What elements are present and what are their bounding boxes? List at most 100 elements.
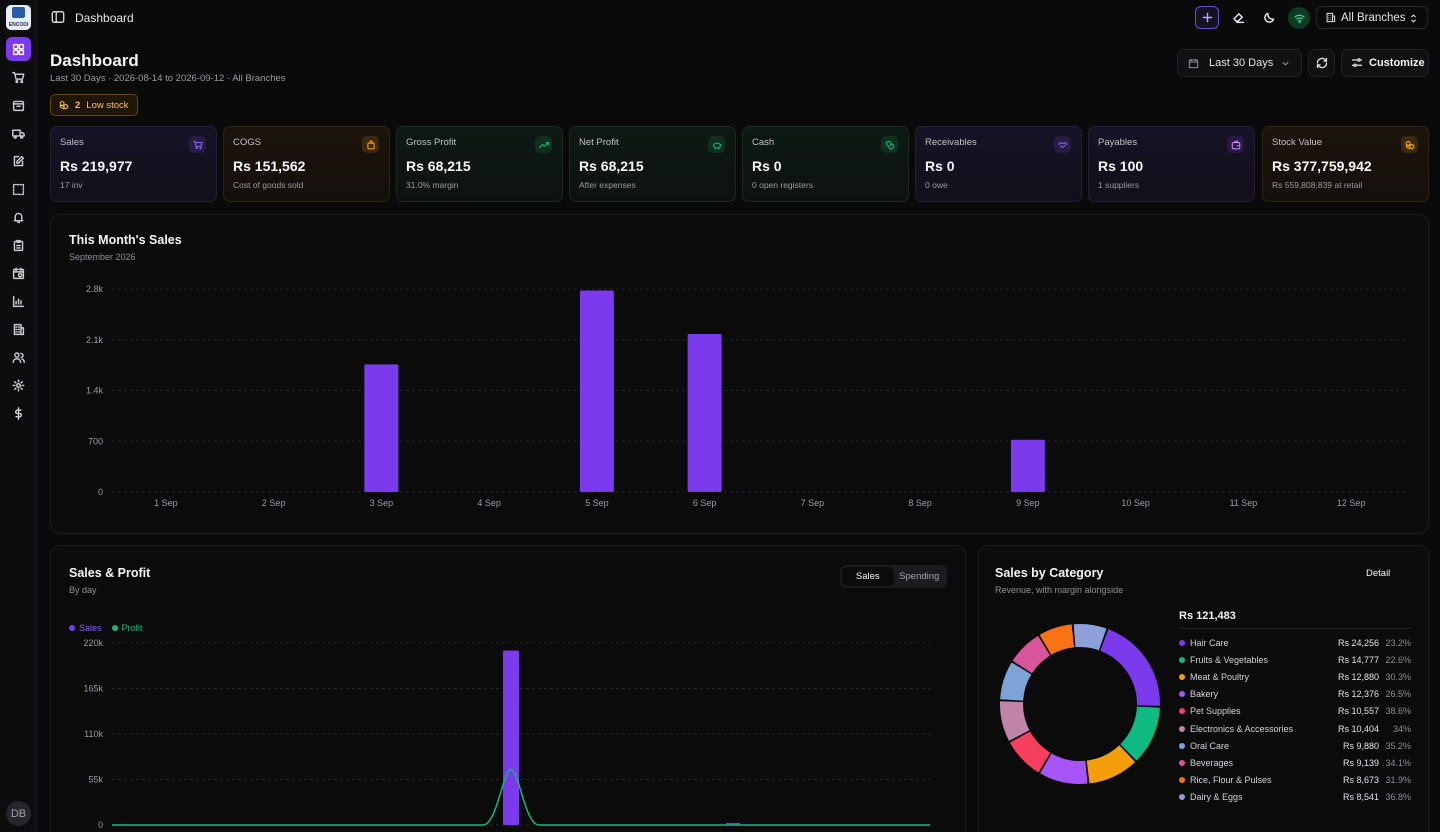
category-dot (1179, 673, 1185, 680)
bar[interactable] (1010, 439, 1045, 492)
category-row[interactable]: Bakery Rs 12,376 26.5% (1179, 686, 1411, 703)
boxes-icon (59, 100, 69, 110)
donut-slice[interactable] (1086, 745, 1136, 784)
category-dot (1179, 759, 1185, 766)
kpi-gross-profit[interactable]: Gross Profit Rs 68,215 31.0% margin (396, 126, 563, 202)
kpi-stock-value[interactable]: Stock Value Rs 377,759,942 Rs 559,808,83… (1262, 126, 1429, 202)
refresh-button[interactable] (1308, 49, 1335, 77)
quick-add-button[interactable] (1195, 6, 1219, 29)
donut-slice[interactable] (1120, 706, 1160, 761)
kpi-sales[interactable]: Sales Rs 219,977 17 inv (50, 126, 217, 202)
page-title: Dashboard (50, 51, 139, 70)
x-tick-label: 12 Sep (1337, 498, 1366, 508)
clear-button[interactable] (1226, 6, 1250, 29)
category-row[interactable]: Oral Care Rs 9,880 35.2% (1179, 737, 1411, 754)
y-tick-label: 700 (88, 436, 103, 446)
legend-dot (111, 625, 118, 631)
breadcrumb: Dashboard (75, 11, 134, 25)
donut-slice[interactable] (1009, 731, 1051, 773)
x-tick-label: 1 Sep (154, 498, 178, 508)
donut-slice[interactable] (1000, 662, 1032, 701)
nav-dashboard[interactable] (6, 37, 31, 61)
date-range-selector[interactable]: Last 30 Days (1177, 49, 1302, 77)
x-tick-label: 8 Sep (908, 498, 932, 508)
nav-clipboard[interactable] (6, 233, 31, 257)
sidebar: ENCODI DB (0, 0, 37, 832)
kpi-label: Cash (752, 137, 775, 148)
kpi-cash[interactable]: Cash Rs 0 0 open registers (742, 126, 909, 202)
donut-slice[interactable] (1040, 753, 1088, 784)
nav-notifications[interactable] (6, 205, 31, 229)
kpi-net-profit[interactable]: Net Profit Rs 68,215 After expenses (569, 126, 736, 202)
customize-button[interactable]: Customize (1341, 49, 1429, 77)
category-dot (1179, 656, 1185, 663)
donut-slice[interactable] (1073, 624, 1107, 651)
category-row[interactable]: Pet Supplies Rs 10,557 38.6% (1179, 703, 1411, 720)
donut-slice[interactable] (1000, 701, 1030, 741)
grid-icon (12, 43, 25, 55)
nav-users[interactable] (6, 345, 31, 369)
legend-profit[interactable]: Profit (111, 623, 143, 633)
donut-slice[interactable] (1100, 629, 1160, 706)
theme-toggle-button[interactable] (1257, 6, 1281, 29)
month-sales-title: This Month's Sales (69, 233, 182, 247)
kpi-payables[interactable]: Payables Rs 100 1 suppliers (1088, 126, 1255, 202)
date-range-label: Last 30 Days (1209, 57, 1274, 69)
app-logo[interactable]: ENCODI (6, 5, 31, 30)
nav-branches[interactable] (6, 317, 31, 341)
customize-label: Customize (1369, 57, 1425, 69)
sales-bar[interactable] (726, 823, 740, 825)
bar[interactable] (579, 290, 614, 492)
nav-reports[interactable] (6, 289, 31, 313)
category-amount: Rs 12,376 (1337, 689, 1379, 700)
bar[interactable] (364, 364, 399, 492)
nav-orders[interactable] (6, 93, 31, 117)
nav-calendar[interactable] (6, 261, 31, 285)
category-dot (1179, 639, 1185, 646)
nav-pos[interactable] (6, 65, 31, 89)
bar[interactable] (687, 333, 722, 492)
category-row[interactable]: Rice, Flour & Pulses Rs 8,673 31.9% (1179, 772, 1411, 789)
donut-slice[interactable] (1039, 624, 1075, 655)
avatar[interactable]: DB (6, 801, 31, 826)
category-row[interactable]: Beverages Rs 9,139 34.1% (1179, 754, 1411, 771)
donut-slice[interactable] (1012, 635, 1051, 674)
tab-spending[interactable]: Spending (899, 571, 940, 582)
month-sales-subtitle: September 2026 (69, 252, 136, 262)
branch-selector[interactable]: All Branches (1316, 6, 1428, 29)
y-tick-label: 1.4k (86, 386, 104, 396)
kpi-receivables[interactable]: Receivables Rs 0 0 owe (915, 126, 1082, 202)
nav-settings[interactable] (6, 373, 31, 397)
x-tick-label: 3 Sep (370, 498, 394, 508)
sidebar-toggle[interactable] (51, 10, 65, 24)
sales-bar[interactable] (503, 650, 519, 825)
category-row[interactable]: Meat & Poultry Rs 12,880 30.3% (1179, 668, 1411, 685)
category-row[interactable]: Dairy & Eggs Rs 8,541 36.8% (1179, 789, 1411, 806)
category-row[interactable]: Electronics & Accessories Rs 10,404 34% (1179, 720, 1411, 737)
category-margin: 26.5% (1385, 689, 1411, 700)
topbar: Dashboard All Branches (37, 0, 1440, 36)
low-stock-badge[interactable]: 2 Low stock (50, 94, 138, 116)
legend-sales[interactable]: Sales (69, 623, 102, 633)
kpi-cogs[interactable]: COGS Rs 151,562 Cost of goods sold (223, 126, 390, 202)
nav-select[interactable] (6, 177, 31, 201)
kpi-label: Net Profit (579, 137, 619, 148)
tab-sales[interactable]: Sales (842, 567, 894, 586)
month-sales-card (50, 214, 1429, 534)
building-icon (13, 323, 25, 335)
category-row[interactable]: Fruits & Vegetables Rs 14,777 22.6% (1179, 651, 1411, 668)
detail-button[interactable]: Detail (1366, 568, 1391, 579)
category-dot (1179, 742, 1185, 749)
sales-spending-toggle: Sales Spending (840, 565, 947, 588)
y-tick-label: 110k (84, 729, 103, 739)
y-tick-label: 0 (98, 820, 103, 830)
bar-chart-icon (12, 295, 25, 307)
nav-edit[interactable] (6, 149, 31, 173)
connection-status-button[interactable] (1288, 7, 1310, 29)
category-row[interactable]: Hair Care Rs 24,256 23.2% (1179, 634, 1411, 651)
nav-delivery[interactable] (6, 121, 31, 145)
category-amount: Rs 8,541 (1342, 792, 1379, 803)
nav-finance[interactable] (6, 401, 31, 425)
x-tick-label: 2 Sep (262, 498, 286, 508)
category-dot (1179, 794, 1185, 801)
